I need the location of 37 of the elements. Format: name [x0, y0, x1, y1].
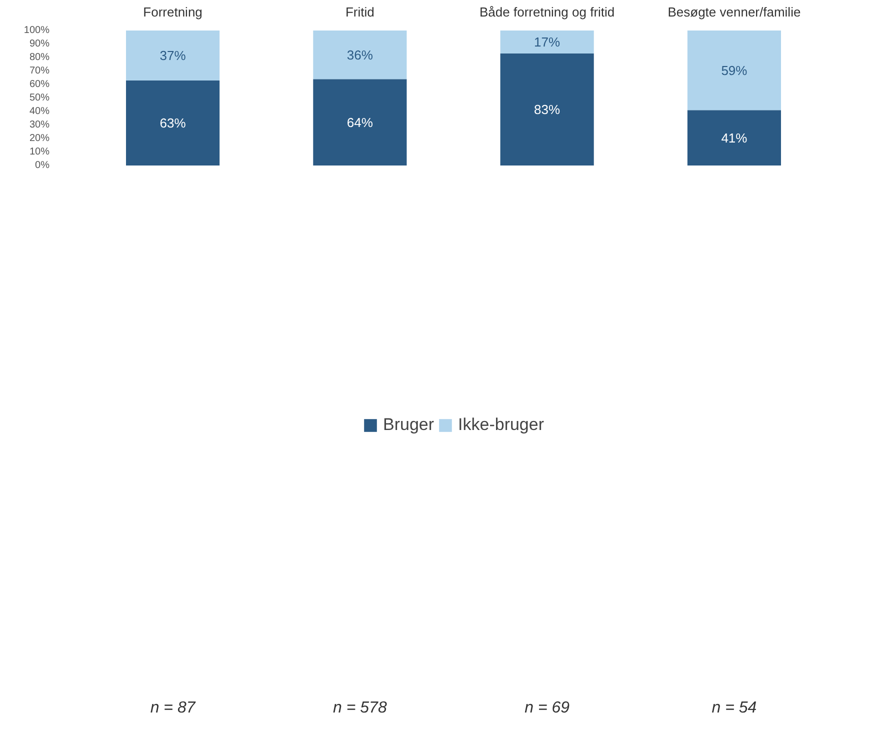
bar [313, 79, 407, 166]
bar [687, 30, 781, 110]
data-label: 41% [721, 130, 748, 146]
data-label: 37% [160, 48, 186, 63]
data-label: 36% [346, 47, 374, 62]
y-tick-label: 100% [24, 25, 50, 36]
text: n = 87 [150, 700, 196, 716]
text: n = 54 [712, 700, 757, 716]
y-tick-label: 30% [29, 120, 50, 130]
y-tick-label: 60% [29, 79, 50, 90]
data-label: 63% [160, 115, 186, 130]
y-tick-label: 80% [29, 52, 50, 63]
data-label: 17% [534, 34, 561, 50]
x-tick-label: Forretning [143, 4, 202, 20]
bar [687, 110, 781, 166]
bar [126, 80, 220, 166]
x-tick-label: Fritid [345, 4, 374, 20]
legend-label: Ikke-bruger [458, 415, 544, 435]
bar [313, 30, 407, 80]
x-tick-label: Både forretning og fritid [480, 4, 615, 20]
y-tick-label: 10% [29, 146, 50, 158]
y-tick-label: 50% [29, 92, 50, 104]
bar [126, 30, 220, 80]
y-tick-label: 20% [29, 133, 50, 144]
y-tick-label: 90% [29, 38, 50, 50]
data-label: 83% [534, 102, 561, 117]
x-tick-label: Besøgte venner/familie [668, 4, 801, 20]
data-label: 64% [346, 114, 374, 130]
y-tick-label: 0% [35, 160, 50, 171]
y-tick-label: 70% [29, 66, 50, 76]
bar [500, 30, 594, 54]
text: n = 578 [333, 700, 387, 716]
y-tick-label: 40% [29, 106, 50, 117]
bar [500, 53, 594, 166]
legend-label: Bruger [382, 415, 434, 435]
text: n = 69 [524, 700, 570, 716]
data-label: 59% [721, 62, 748, 78]
